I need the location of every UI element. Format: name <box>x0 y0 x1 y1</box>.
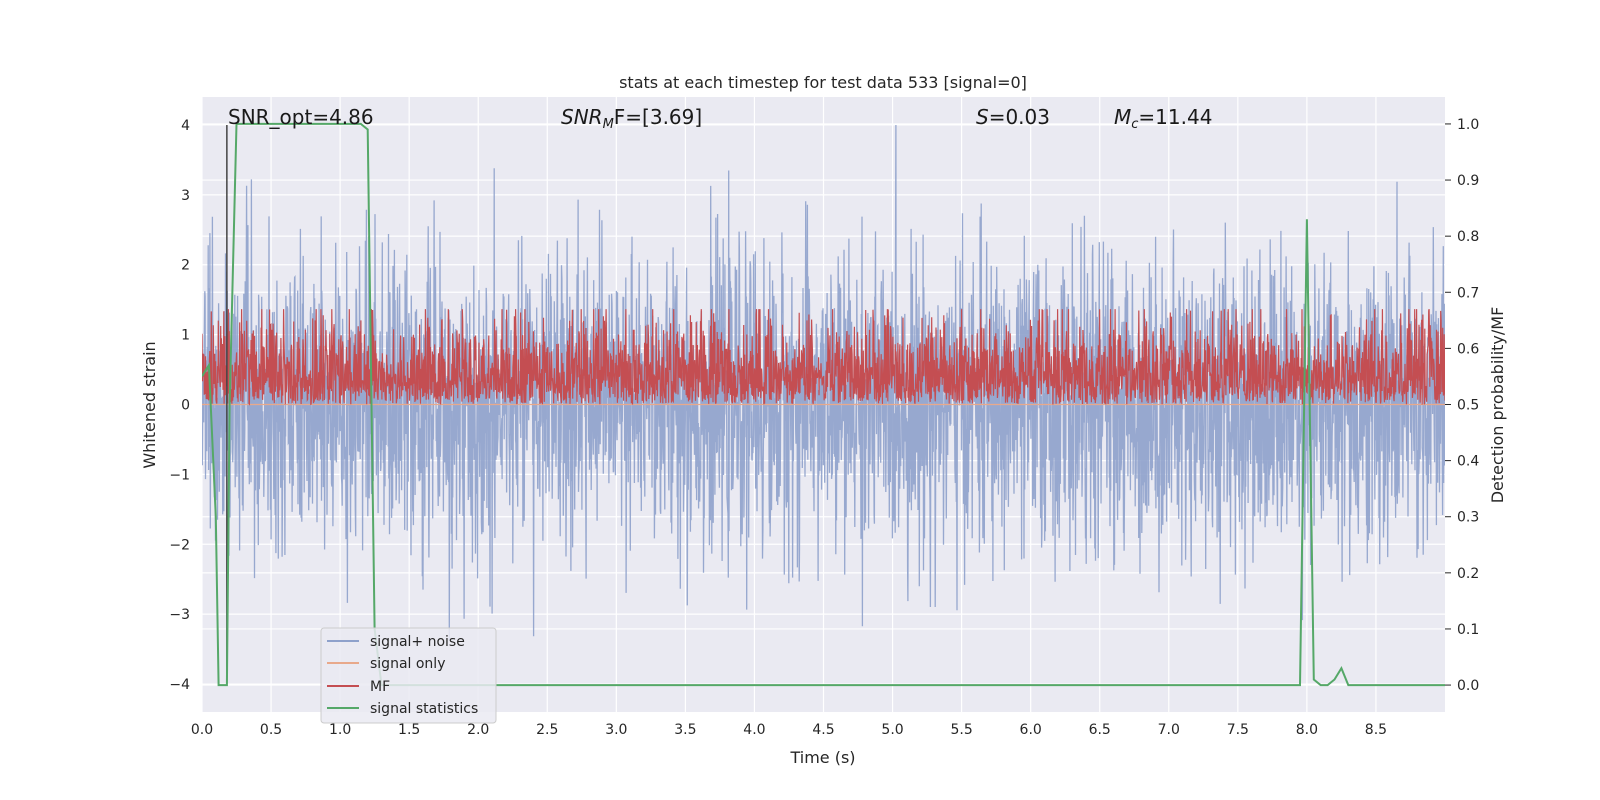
y-tick-label-8: 4 <box>181 118 190 134</box>
x-tick-label-9: 4.5 <box>812 722 834 738</box>
annotation-s-symbol: S <box>976 105 989 129</box>
y2-tick-label-6: 0.6 <box>1457 341 1479 357</box>
series-mf <box>202 308 1445 406</box>
annotation-mc: Mc=11.44 <box>1114 105 1212 132</box>
annotation-mc-value: =11.44 <box>1138 105 1212 129</box>
annotation-s: S=0.03 <box>976 105 1050 129</box>
y-tick-label-3: −1 <box>169 467 190 483</box>
x-tick-label-12: 6.0 <box>1020 722 1042 738</box>
legend: signal+ noise signal only MF signal stat… <box>320 627 497 724</box>
x-tick-label-17: 8.5 <box>1365 722 1387 738</box>
y2-tick-label-2: 0.2 <box>1457 566 1479 582</box>
y2-tick-label-1: 0.1 <box>1457 622 1479 638</box>
y-tick-label-6: 2 <box>181 258 190 274</box>
annotation-snr-opt: SNR_opt=4.86 <box>228 105 374 129</box>
y2-tick-label-4: 0.4 <box>1457 454 1479 470</box>
x-tick-label-3: 1.5 <box>398 722 420 738</box>
x-tick-label-7: 3.5 <box>674 722 696 738</box>
y2-tick-label-7: 0.7 <box>1457 285 1479 301</box>
y-tick-label-4: 0 <box>181 398 190 414</box>
chart-title: stats at each timestep for test data 533… <box>619 73 1027 92</box>
x-tick-label-11: 5.5 <box>950 722 972 738</box>
legend-label-mf: MF <box>370 679 390 695</box>
y2-tick-label-10: 1.0 <box>1457 117 1479 133</box>
y2-tick-label-8: 0.8 <box>1457 229 1479 245</box>
x-tick-label-2: 1.0 <box>329 722 351 738</box>
annotation-snr-mf-value: F=[3.69] <box>614 105 702 129</box>
y-axis-ticks: −4 −3 −2 −1 0 1 2 3 4 <box>169 118 190 693</box>
legend-label-signal-noise: signal+ noise <box>370 634 465 650</box>
legend-label-signal-only: signal only <box>370 656 445 672</box>
x-tick-label-8: 4.0 <box>743 722 765 738</box>
legend-box <box>320 627 497 724</box>
x-tick-label-0: 0.0 <box>191 722 213 738</box>
annotation-mc-symbol: M <box>1114 105 1131 129</box>
x-tick-label-13: 6.5 <box>1089 722 1111 738</box>
x-tick-label-1: 0.5 <box>260 722 282 738</box>
x-tick-label-4: 2.0 <box>467 722 489 738</box>
x-tick-label-15: 7.5 <box>1227 722 1249 738</box>
annotation-snr-mf-symbol: SNR <box>561 105 603 129</box>
y-tick-label-5: 1 <box>181 328 190 344</box>
y2-tick-label-0: 0.0 <box>1457 678 1479 694</box>
annotation-mc-subscript: c <box>1131 117 1138 132</box>
y-tick-label-2: −2 <box>169 537 190 553</box>
annotation-snr-mf: SNRMF=[3.69] <box>561 105 702 132</box>
y-tick-label-1: −3 <box>169 607 190 623</box>
y-axis-label: Whitened strain <box>140 341 159 468</box>
y2-axis-label: Detection probability/MF <box>1488 307 1507 504</box>
y-tick-label-0: −4 <box>169 677 190 693</box>
annotation-snr-mf-subscript: M <box>603 117 614 132</box>
x-tick-label-6: 3.0 <box>605 722 627 738</box>
x-axis-label: Time (s) <box>789 748 855 767</box>
y2-tick-label-3: 0.3 <box>1457 510 1479 526</box>
y-tick-label-7: 3 <box>181 188 190 204</box>
x-tick-label-5: 2.5 <box>536 722 558 738</box>
y2-tick-label-9: 0.9 <box>1457 173 1479 189</box>
x-tick-label-14: 7.0 <box>1158 722 1180 738</box>
x-tick-label-16: 8.0 <box>1296 722 1318 738</box>
legend-label-signal-statistics: signal statistics <box>370 701 478 717</box>
annotation-s-value: =0.03 <box>989 105 1050 129</box>
y2-tick-label-5: 0.5 <box>1457 398 1479 414</box>
x-axis-ticks: 0.0 0.5 1.0 1.5 2.0 2.5 3.0 3.5 4.0 4.5 5.0 5.5 6.0 6… <box>191 722 1387 738</box>
x-tick-label-10: 5.0 <box>881 722 903 738</box>
y2-axis-ticks: 0.0 0.1 0.2 0.3 0.4 0.5 0.6 0.7 0.8 0.9 1.0 <box>1445 117 1479 694</box>
